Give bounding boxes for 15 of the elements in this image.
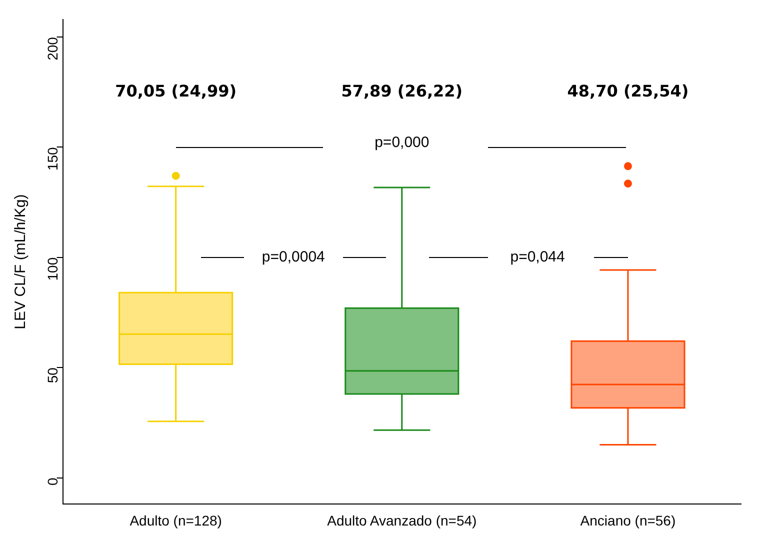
annotation: 57,89 (26,22)	[341, 81, 463, 100]
annotation: p=0,044	[510, 248, 565, 266]
annotation: p=0,0004	[262, 248, 325, 266]
annotation: p=0,000	[374, 134, 430, 151]
y-tick-label: 50	[44, 367, 61, 384]
y-axis-title: LEV CL/F (mL/h/Kg)	[12, 194, 30, 330]
x-tick-label: Adulto Avanzado (n=54)	[327, 512, 477, 528]
x-tick-label: Adulto (n=128)	[130, 512, 222, 528]
y-tick-label: 100	[44, 257, 61, 281]
annotation: 48,70 (25,54)	[567, 81, 689, 100]
y-tick-label: 0	[44, 478, 61, 486]
y-tick-label: 150	[44, 147, 61, 171]
x-tick-label: Anciano (n=56)	[580, 512, 676, 528]
annotation: 70,05 (24,99)	[115, 81, 237, 100]
y-tick-label: 200	[44, 36, 61, 60]
